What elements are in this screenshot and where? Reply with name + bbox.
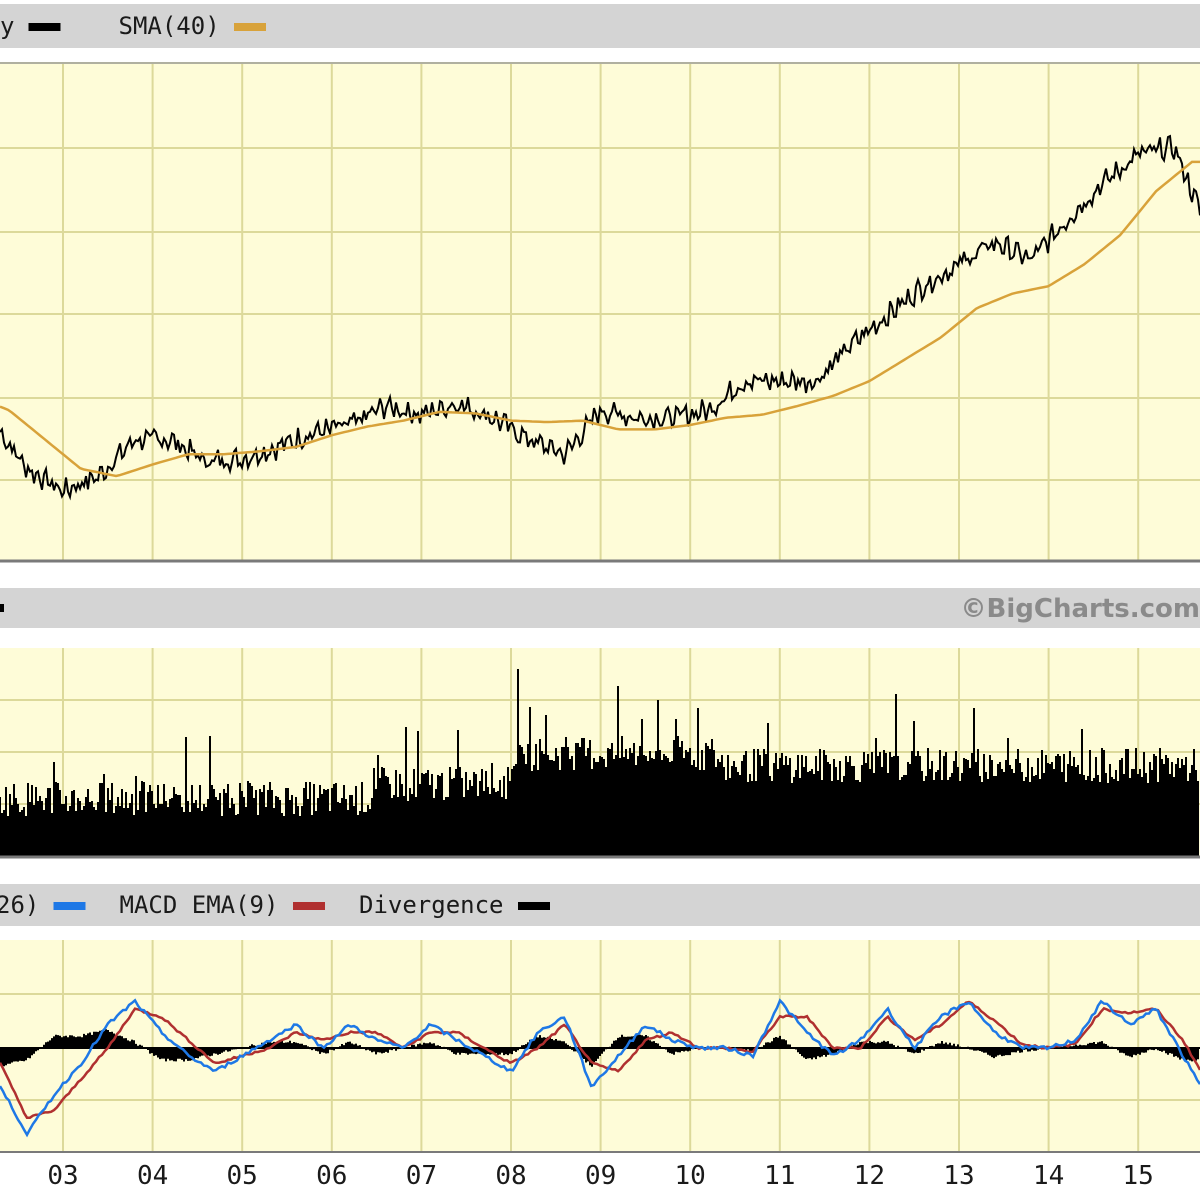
x-tick-label: 05 bbox=[227, 1161, 258, 1191]
price-series-line bbox=[0, 134, 1200, 501]
macd-legend-bar bbox=[0, 884, 1200, 926]
legend-swatch bbox=[293, 902, 325, 910]
legend-label: y bbox=[0, 12, 14, 40]
legend-swatch bbox=[518, 902, 550, 910]
price-legend: y SMA(40) bbox=[0, 12, 266, 40]
price-legend-bar bbox=[0, 4, 1200, 48]
credit-label: ©BigCharts.com bbox=[961, 594, 1200, 624]
legend-swatch bbox=[53, 902, 86, 910]
x-axis-ticks: 03 04 05 06 07 08 09 10 11 12 13 14 15 bbox=[47, 1161, 1154, 1191]
x-tick-label: 15 bbox=[1123, 1161, 1154, 1191]
x-tick-label: 03 bbox=[47, 1161, 78, 1191]
x-tick-label: 12 bbox=[854, 1161, 885, 1191]
sma-series-line bbox=[0, 160, 1200, 478]
legend-label: Divergence bbox=[359, 891, 504, 919]
price-grid bbox=[0, 64, 1200, 560]
x-tick-label: 07 bbox=[406, 1161, 437, 1191]
legend-swatch bbox=[234, 23, 266, 31]
volume-legend-swatch bbox=[0, 604, 4, 612]
legend-label: SMA(40) bbox=[119, 12, 220, 40]
price-plot bbox=[0, 134, 1200, 501]
legend-label: 26) bbox=[0, 891, 39, 919]
x-tick-label: 04 bbox=[137, 1161, 168, 1191]
macd-line bbox=[0, 998, 1200, 1138]
volume-bars bbox=[0, 669, 1199, 856]
x-tick-label: 13 bbox=[943, 1161, 974, 1191]
volume-header-bar bbox=[0, 588, 1200, 628]
macd-plot bbox=[0, 998, 1200, 1138]
x-tick-label: 08 bbox=[495, 1161, 526, 1191]
legend-swatch bbox=[28, 23, 61, 31]
x-tick-label: 06 bbox=[316, 1161, 347, 1191]
x-tick-label: 10 bbox=[675, 1161, 706, 1191]
macd-ema-line bbox=[0, 1000, 1200, 1119]
legend-label: MACD EMA(9) bbox=[120, 891, 279, 919]
x-tick-label: 11 bbox=[764, 1161, 795, 1191]
volume-bar-group bbox=[0, 669, 1199, 856]
x-tick-label: 09 bbox=[585, 1161, 616, 1191]
macd-legend: 26) MACD EMA(9) Divergence bbox=[0, 891, 550, 919]
x-tick-label: 14 bbox=[1033, 1161, 1064, 1191]
